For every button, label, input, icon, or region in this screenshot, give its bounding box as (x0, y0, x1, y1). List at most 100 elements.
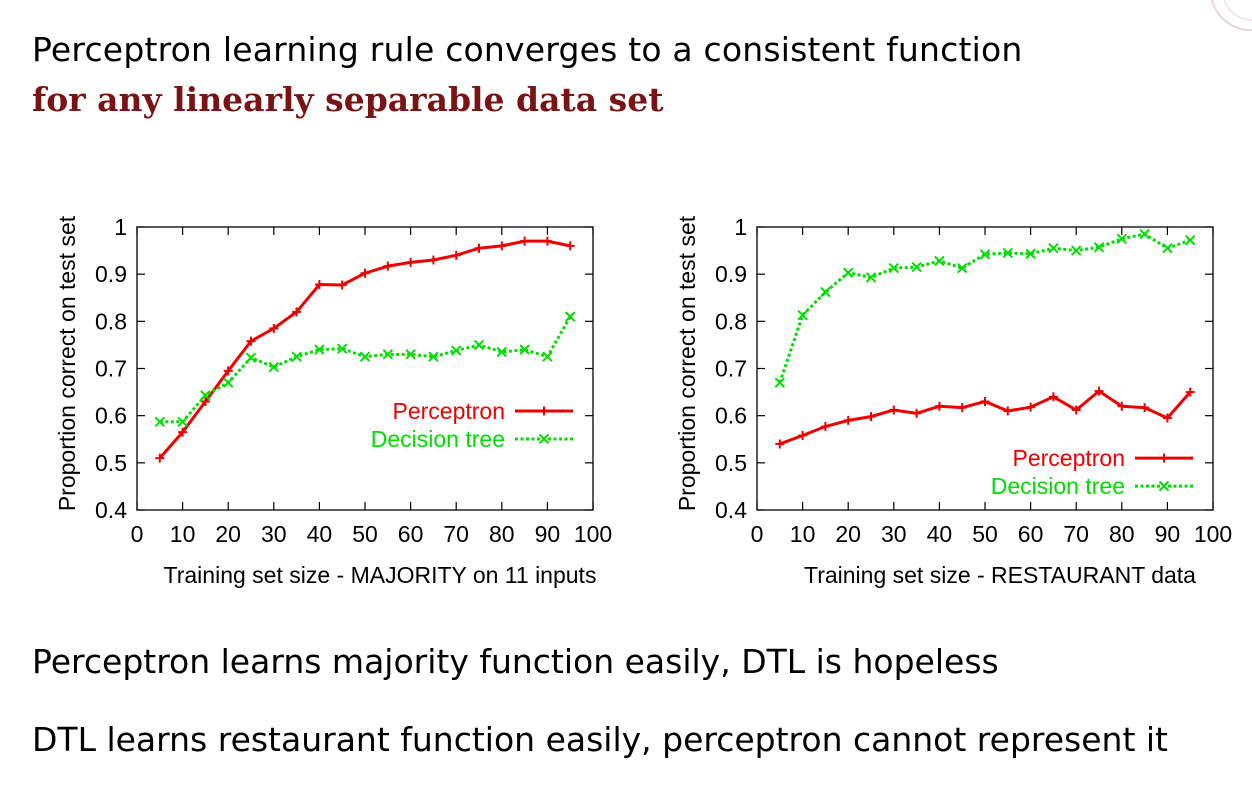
data-point-decision-tree (291, 351, 302, 362)
data-point-decision-tree (200, 390, 211, 401)
data-point-decision-tree (888, 262, 900, 274)
y-tick-label: 0.4 (95, 497, 127, 523)
data-point-perceptron (337, 280, 347, 290)
data-point-perceptron (314, 280, 324, 290)
y-tick-label: 0.8 (95, 308, 127, 334)
data-point-decision-tree (405, 349, 416, 360)
data-point-decision-tree (154, 416, 166, 428)
data-point-decision-tree (314, 344, 325, 355)
y-tick-label: 0.7 (715, 356, 747, 382)
x-tick-label: 30 (261, 521, 287, 547)
data-point-perceptron (565, 241, 575, 251)
x-tick-label: 60 (398, 521, 424, 547)
legend-marker-perceptron (1159, 453, 1169, 463)
data-point-decision-tree (911, 261, 922, 273)
data-point-perceptron (542, 236, 552, 246)
data-point-perceptron (820, 422, 830, 432)
x-tick-label: 90 (535, 521, 561, 547)
data-point-decision-tree (934, 255, 945, 267)
x-tick-label: 0 (131, 521, 144, 547)
x-tick-label: 60 (1018, 521, 1044, 547)
data-point-decision-tree (1093, 242, 1105, 253)
legend-marker-decision-tree (1158, 480, 1170, 492)
data-point-decision-tree (979, 249, 991, 260)
data-point-perceptron (223, 366, 233, 376)
data-point-decision-tree (865, 272, 877, 283)
x-tick-label: 80 (489, 521, 515, 547)
data-point-decision-tree (473, 339, 485, 351)
data-point-perceptron (1162, 413, 1172, 423)
data-point-decision-tree (428, 351, 439, 362)
slide-title-line2: for any linearly separable data set (32, 80, 664, 119)
series-line-decision-tree (159, 315, 572, 424)
data-point-decision-tree (496, 346, 508, 358)
data-point-decision-tree (359, 351, 371, 362)
y-axis-label: Proportion correct on test set (674, 215, 700, 511)
data-point-perceptron (451, 250, 461, 260)
data-point-perceptron (889, 405, 899, 415)
data-point-decision-tree (564, 311, 576, 322)
data-point-decision-tree (245, 352, 257, 363)
x-tick-label: 0 (751, 521, 764, 547)
data-point-perceptron (957, 403, 967, 413)
data-point-perceptron (474, 243, 484, 253)
data-point-perceptron (497, 241, 507, 251)
data-point-decision-tree (1139, 228, 1150, 240)
data-point-perceptron (866, 412, 876, 422)
data-point-decision-tree (842, 267, 854, 278)
data-point-perceptron (383, 261, 393, 271)
data-point-decision-tree (1002, 247, 1014, 259)
y-tick-label: 0.6 (715, 403, 747, 429)
y-tick-label: 1 (734, 214, 747, 240)
plot-frame (756, 226, 1214, 511)
majority-chart: 0.40.50.60.70.80.910 10 20 30 40 50 60 70 80 90 10… (54, 214, 612, 588)
x-axis-label: Training set size - RESTAURANT data (804, 562, 1196, 588)
data-point-decision-tree (222, 377, 234, 388)
x-tick-label: 10 (170, 521, 196, 547)
data-point-perceptron (360, 268, 370, 278)
data-point-decision-tree (1116, 233, 1128, 244)
conclusion-majority: Perceptron learns majority function easi… (32, 642, 999, 681)
data-point-perceptron (200, 397, 210, 407)
data-point-perceptron (843, 415, 853, 425)
y-tick-label: 0.8 (715, 308, 747, 334)
legend-marker-decision-tree (538, 433, 550, 445)
data-point-decision-tree (1048, 243, 1059, 254)
conclusion-restaurant: DTL learns restaurant function easily, p… (32, 720, 1168, 759)
x-tick-label: 100 (574, 521, 612, 547)
y-axis-label: Proportion correct on test set (54, 215, 80, 511)
x-tick-label: 40 (927, 521, 953, 547)
data-point-decision-tree (1162, 243, 1173, 254)
legend-label-perceptron: Perceptron (392, 398, 505, 424)
series-line-decision-tree (778, 232, 1191, 384)
data-point-perceptron (1026, 402, 1036, 412)
data-point-perceptron (1117, 401, 1127, 411)
data-point-perceptron (269, 323, 279, 333)
data-point-decision-tree (820, 286, 831, 298)
data-point-perceptron (775, 439, 785, 449)
data-point-perceptron (798, 430, 808, 440)
y-tick-label: 1 (114, 214, 127, 240)
data-point-perceptron (934, 401, 944, 411)
data-point-decision-tree (177, 416, 188, 428)
data-point-perceptron (428, 255, 438, 265)
legend-marker-perceptron (539, 406, 549, 416)
data-point-decision-tree (336, 343, 348, 354)
restaurant-chart: 0.40.50.60.70.80.910 10 20 30 40 50 60 70 80 90 10… (674, 214, 1232, 588)
data-point-decision-tree (774, 377, 786, 388)
y-tick-label: 0.5 (95, 450, 127, 476)
data-point-perceptron (912, 408, 922, 418)
data-point-decision-tree (450, 345, 462, 356)
university-seal-watermark (1211, 0, 1252, 32)
data-point-decision-tree (956, 262, 968, 274)
data-point-perceptron (1003, 406, 1013, 416)
y-tick-label: 0.5 (715, 450, 747, 476)
data-point-perceptron (1185, 387, 1195, 397)
data-point-decision-tree (382, 349, 394, 360)
x-tick-label: 90 (1155, 521, 1181, 547)
data-point-perceptron (980, 397, 990, 407)
legend-label-decision-tree: Decision tree (371, 426, 505, 452)
data-point-decision-tree (542, 351, 553, 362)
x-tick-label: 100 (1194, 521, 1232, 547)
data-point-perceptron (246, 336, 256, 346)
